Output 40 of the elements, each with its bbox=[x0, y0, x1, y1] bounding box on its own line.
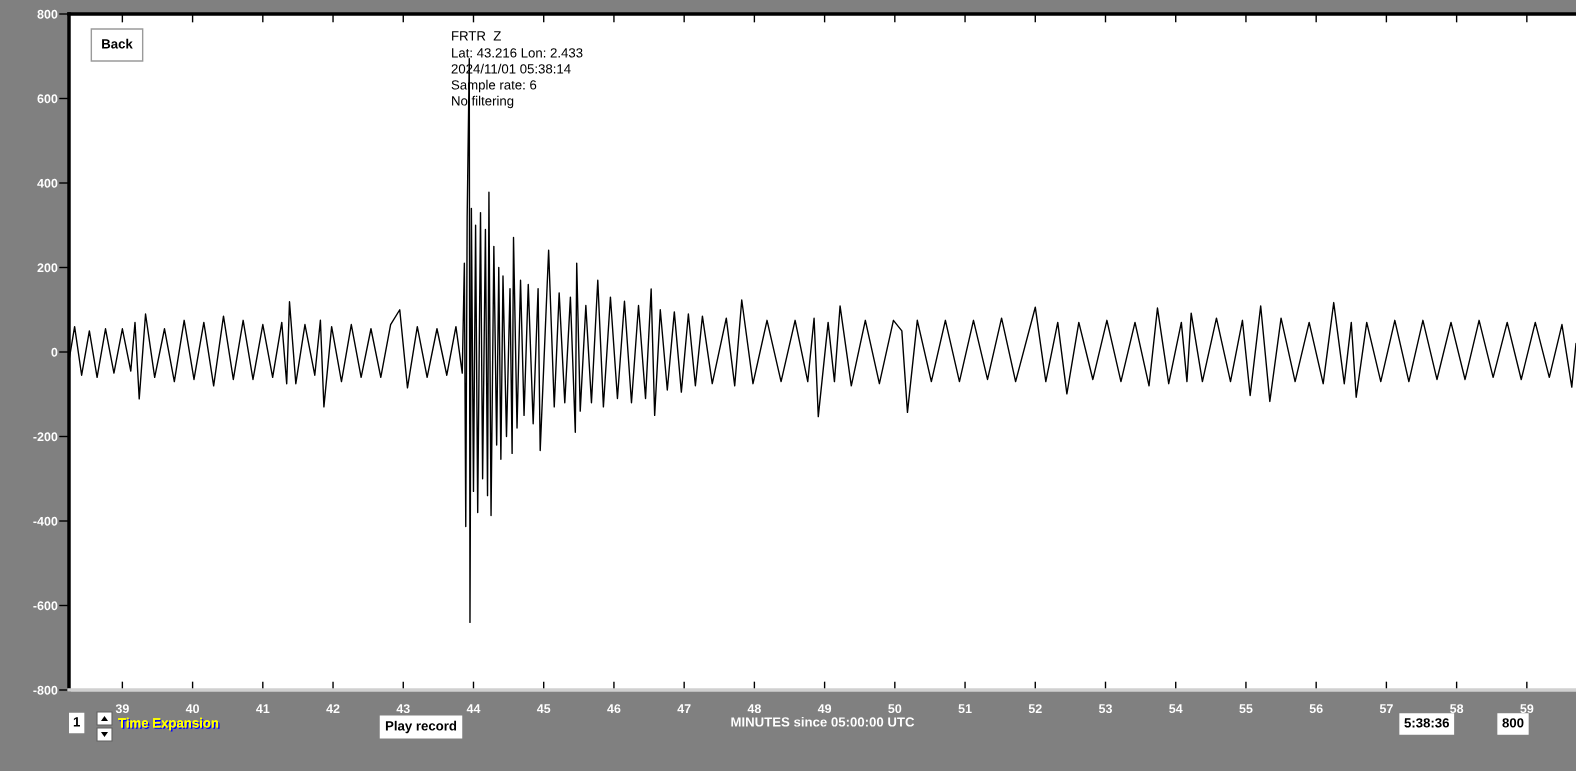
text: 5:38:36 bbox=[1404, 718, 1449, 728]
y-tick-label: 800 bbox=[37, 9, 58, 19]
text: 1 bbox=[73, 717, 80, 727]
y-tick-label: 0 bbox=[51, 347, 58, 357]
x-tick-label: 59 bbox=[1520, 704, 1534, 714]
x-tick-label: 49 bbox=[817, 704, 832, 714]
x-tick-label: 41 bbox=[256, 704, 270, 713]
x-tick-label: 46 bbox=[607, 704, 621, 714]
y-tick-label: -400 bbox=[33, 516, 58, 526]
x-tick-label: 45 bbox=[536, 704, 551, 714]
y-tick-label: -800 bbox=[33, 685, 58, 695]
x-tick-label: 52 bbox=[1028, 704, 1042, 714]
y-tick-label: -600 bbox=[33, 601, 58, 611]
text: 800 bbox=[1502, 718, 1524, 728]
x-tick-label: 42 bbox=[326, 704, 340, 713]
x-tick-label: 54 bbox=[1169, 704, 1183, 714]
y-tick-label: 600 bbox=[37, 94, 58, 104]
x-tick-label: 50 bbox=[888, 704, 902, 714]
y-tick-label: -200 bbox=[33, 432, 58, 442]
x-tick-label: 43 bbox=[396, 704, 410, 714]
x-tick-label: 47 bbox=[677, 704, 691, 713]
x-tick-label: 58 bbox=[1450, 704, 1464, 714]
x-tick-label: 48 bbox=[747, 704, 761, 714]
annotation: No filtering bbox=[452, 95, 514, 109]
x-tick-label: 39 bbox=[115, 704, 129, 714]
x-tick-label: 40 bbox=[185, 704, 200, 714]
x-tick-label: 55 bbox=[1239, 704, 1253, 714]
y-tick-label: 400 bbox=[37, 178, 58, 188]
y-tick-label: 200 bbox=[37, 263, 58, 273]
text: Time Expansion bbox=[118, 717, 220, 732]
x-tick-label: 44 bbox=[466, 704, 481, 713]
text: Play record bbox=[385, 720, 457, 734]
x-tick-label: 57 bbox=[1379, 704, 1393, 714]
x-axis-title: MINUTES since 05:00:00 UTC bbox=[731, 716, 915, 727]
annotation: FRTR Z bbox=[452, 31, 501, 41]
x-tick-label: 53 bbox=[1098, 704, 1112, 714]
annotation: Lat: 43.216 Lon: 2.433 bbox=[452, 48, 583, 58]
x-tick-label: 56 bbox=[1309, 704, 1323, 714]
annotation: Back bbox=[102, 38, 133, 49]
x-tick-label: 51 bbox=[958, 704, 972, 714]
